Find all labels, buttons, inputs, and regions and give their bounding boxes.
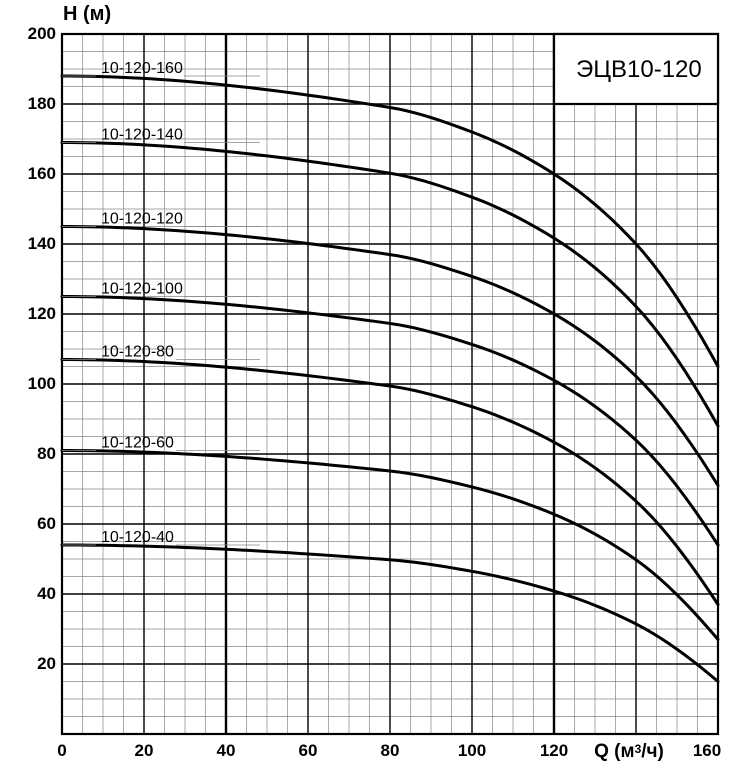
svg-text:40: 40: [217, 741, 236, 760]
svg-text:60: 60: [37, 514, 56, 533]
svg-text:180: 180: [28, 94, 56, 113]
svg-text:160: 160: [693, 741, 721, 760]
svg-text:20: 20: [135, 741, 154, 760]
svg-text:60: 60: [299, 741, 318, 760]
svg-text:10-120-60: 10-120-60: [101, 435, 174, 452]
svg-text:0: 0: [57, 741, 66, 760]
svg-text:160: 160: [28, 164, 56, 183]
svg-text:Q (м3/ч): Q (м3/ч): [594, 741, 664, 762]
svg-text:20: 20: [37, 654, 56, 673]
svg-text:140: 140: [28, 234, 56, 253]
svg-text:80: 80: [37, 444, 56, 463]
svg-text:100: 100: [458, 741, 486, 760]
svg-text:120: 120: [28, 304, 56, 323]
svg-text:10-120-40: 10-120-40: [101, 529, 174, 546]
svg-text:120: 120: [540, 741, 568, 760]
svg-text:10-120-100: 10-120-100: [101, 281, 183, 298]
svg-text:10-120-120: 10-120-120: [101, 211, 183, 228]
svg-text:40: 40: [37, 584, 56, 603]
svg-text:H (м): H (м): [63, 3, 111, 25]
svg-text:100: 100: [28, 374, 56, 393]
svg-text:10-120-160: 10-120-160: [101, 60, 183, 77]
svg-text:200: 200: [28, 24, 56, 43]
svg-text:ЭЦВ10-120: ЭЦВ10-120: [576, 56, 702, 83]
svg-text:10-120-80: 10-120-80: [101, 344, 174, 361]
svg-text:80: 80: [381, 741, 400, 760]
svg-text:10-120-140: 10-120-140: [101, 127, 183, 144]
